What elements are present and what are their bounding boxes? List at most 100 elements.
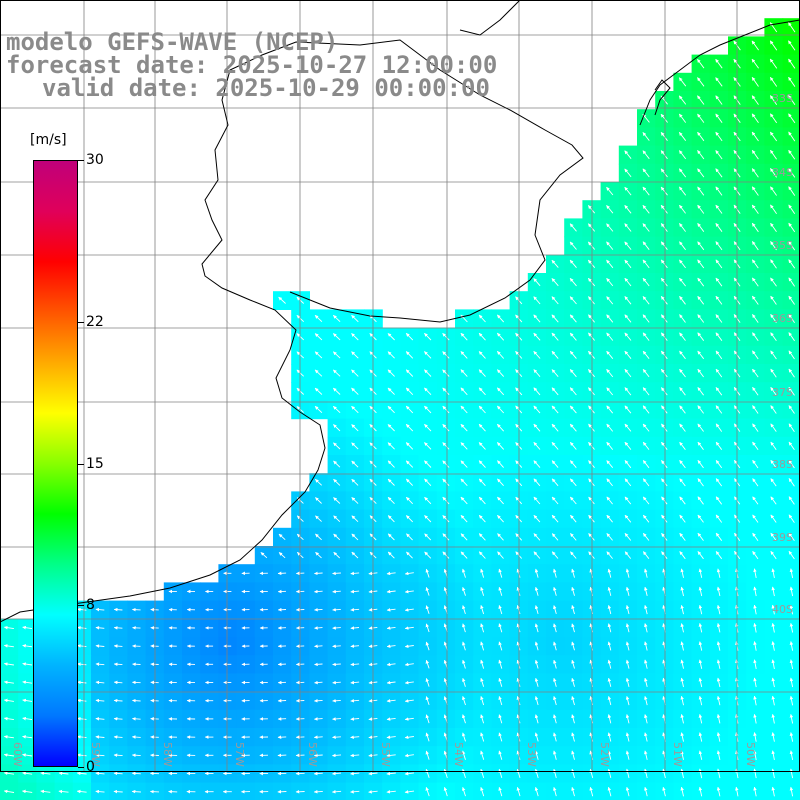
field-cell xyxy=(782,345,800,365)
longitude-label: 50W xyxy=(744,742,757,767)
field-cell xyxy=(782,327,800,347)
wind-arrow xyxy=(332,626,341,630)
wind-arrow xyxy=(113,735,123,739)
wind-arrow xyxy=(332,571,341,576)
field-cell xyxy=(782,618,800,638)
field-cell xyxy=(782,546,800,565)
wind-arrow xyxy=(113,771,123,776)
field-cell xyxy=(782,382,800,401)
field-cell xyxy=(782,564,800,583)
latitude-label: 34S xyxy=(772,166,793,179)
colorbar-tick-label: 0 xyxy=(86,759,95,775)
colorbar-tick-mark xyxy=(78,605,84,607)
field-cell xyxy=(782,709,800,729)
field-cell xyxy=(782,728,800,747)
wind-arrow xyxy=(131,789,141,794)
field-cell xyxy=(782,91,800,110)
latitude-label: 38S xyxy=(772,458,793,471)
wind-arrow xyxy=(113,680,123,685)
field-cell xyxy=(782,18,800,37)
field-cell xyxy=(782,673,800,693)
wind-arrow xyxy=(332,607,341,612)
field-cell xyxy=(782,400,800,420)
longitude-label: 57W xyxy=(233,742,246,767)
longitude-label: 58W xyxy=(161,742,174,767)
wind-arrow xyxy=(113,607,123,612)
colorbar xyxy=(33,160,78,767)
field-cell xyxy=(782,491,800,511)
longitude-label: 60W xyxy=(11,742,24,767)
latitude-label: 40S xyxy=(772,603,793,616)
wind-arrow xyxy=(113,717,123,721)
field-cell xyxy=(782,655,800,674)
wind-arrow xyxy=(131,735,141,739)
field-cell xyxy=(782,200,800,219)
title-valid-date: valid date: 2025-10-29 00:00:00 xyxy=(42,74,490,102)
wind-arrow xyxy=(113,626,123,630)
wind-arrow xyxy=(332,644,341,648)
wind-arrow xyxy=(314,589,323,594)
field-cell xyxy=(782,72,800,92)
wind-arrow xyxy=(314,626,323,630)
field-cell xyxy=(782,746,800,765)
wind-arrow xyxy=(314,680,323,685)
colorbar-tick-mark xyxy=(78,767,84,768)
field-cell xyxy=(782,418,800,438)
wind-arrow xyxy=(314,607,323,612)
field-cell xyxy=(782,163,800,183)
wind-arrow xyxy=(314,717,323,721)
wind-arrow xyxy=(314,698,323,703)
wind-arrow xyxy=(132,717,141,721)
latitude-label: 39S xyxy=(772,531,793,544)
field-cell xyxy=(782,109,800,128)
colorbar-tick-mark xyxy=(78,321,84,323)
field-cell xyxy=(782,309,800,329)
field-cell xyxy=(782,218,800,238)
wind-arrow xyxy=(332,735,341,739)
wind-arrow xyxy=(113,753,123,758)
wind-arrow xyxy=(332,680,341,685)
latitude-label: 35S xyxy=(772,239,793,252)
longitude-label: 54W xyxy=(452,742,465,767)
latitude-label: 36S xyxy=(772,312,793,325)
wind-arrow xyxy=(313,789,323,794)
colorbar-unit: [m/s] xyxy=(30,132,67,148)
wind-arrow xyxy=(132,698,141,703)
field-cell xyxy=(782,637,800,656)
wind-arrow xyxy=(332,698,341,703)
colorbar-tick-label: 30 xyxy=(86,152,104,168)
colorbar-tick-mark xyxy=(78,463,84,465)
field-cell xyxy=(782,364,800,383)
latitude-label: 37S xyxy=(772,386,793,399)
longitude-label: 53W xyxy=(525,742,538,767)
field-cell xyxy=(782,36,800,56)
wind-arrow xyxy=(332,662,341,667)
field-cell xyxy=(782,764,800,784)
field-cell xyxy=(782,54,800,74)
wind-arrow xyxy=(113,644,123,648)
wind-arrow xyxy=(314,571,323,576)
wind-arrow xyxy=(332,717,341,721)
field-cell xyxy=(782,527,800,547)
field-cell xyxy=(782,236,800,256)
field-cell xyxy=(782,127,800,147)
field-cell xyxy=(782,291,800,310)
field-cell xyxy=(782,582,800,602)
wind-arrow xyxy=(314,662,323,667)
wind-arrow xyxy=(113,662,123,667)
wind-arrow xyxy=(113,789,123,794)
wind-arrow xyxy=(313,735,323,739)
longitude-label: 52W xyxy=(598,742,611,767)
field-cell xyxy=(782,182,800,201)
field-cell xyxy=(782,436,800,456)
field-cell xyxy=(782,145,800,165)
wind-arrow xyxy=(131,753,141,758)
colorbar-tick-label: 8 xyxy=(86,597,95,614)
field-cell xyxy=(782,455,800,474)
colorbar-tick-label: 22 xyxy=(86,313,104,330)
latitude-label: 33S xyxy=(772,92,793,105)
longitude-label: 55W xyxy=(379,742,392,767)
wind-arrow xyxy=(332,589,341,594)
